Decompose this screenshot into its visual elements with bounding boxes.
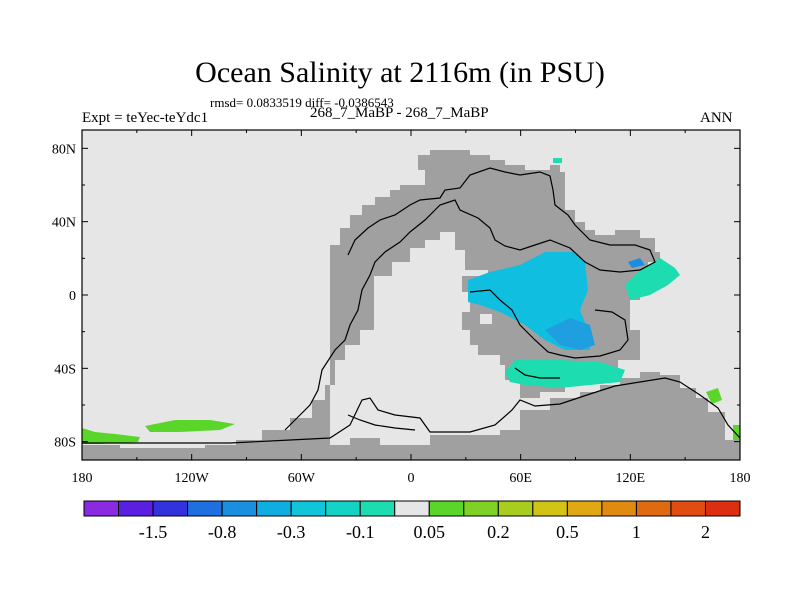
lat-tick-label: 0	[69, 289, 76, 304]
lon-tick-label: 120E	[616, 471, 646, 486]
colorbar-swatch	[152, 500, 189, 517]
colorbar-swatch	[187, 500, 223, 517]
season-label: ANN	[700, 110, 733, 126]
case-label: 268_7_MaBP - 268_7_MaBP	[310, 105, 489, 121]
colorbar-swatch	[290, 500, 327, 517]
colorbar-swatch	[256, 500, 292, 517]
plot-title: Ocean Salinity at 2116m (in PSU)	[195, 56, 605, 89]
anomaly-arctic-cyan	[553, 158, 562, 163]
coastlines	[82, 167, 741, 444]
lat-tick-label: 80S	[54, 436, 76, 451]
colorbar-label: -0.3	[277, 522, 306, 542]
colorbar-label: 0.2	[487, 522, 510, 542]
lon-tick-label: 0	[408, 471, 415, 486]
map-tick-labels: 180 120W 60W 0 60E 120E 180 80N 40N 0 40S 80S	[52, 142, 751, 486]
coast-americas	[284, 167, 656, 431]
lat-tick-label: 80N	[52, 142, 76, 157]
land-greenland	[430, 150, 480, 185]
salinity-anomalies	[82, 158, 740, 444]
colorbar-swatch	[428, 500, 465, 517]
colorbar	[83, 500, 741, 517]
anomaly-south-pacific-green	[145, 420, 235, 432]
colorbar-swatch	[325, 500, 361, 517]
anomaly-antarctic-green-far-east	[733, 425, 740, 440]
anomaly-pacific-blue	[628, 258, 645, 268]
lon-tick-label: 60E	[509, 471, 532, 486]
colorbar-label: -0.8	[208, 522, 237, 542]
colorbar-swatch	[601, 500, 637, 517]
lon-tick-label: 180	[72, 471, 93, 486]
land-mask	[82, 150, 740, 460]
colorbar-swatch	[359, 500, 396, 517]
land-australia	[700, 415, 712, 430]
coast-east-island	[514, 367, 560, 379]
lon-tick-label: 120W	[175, 471, 210, 486]
map-ticks	[81, 130, 741, 460]
coast-africa	[469, 289, 629, 359]
colorbar-swatch	[221, 500, 258, 517]
colorbar-labels: -1.5 -0.8 -0.3 -0.1 0.05 0.2 0.5 1 2	[139, 522, 710, 542]
colorbar-swatch	[497, 500, 534, 517]
land-americas	[82, 150, 660, 460]
lon-tick-label: 60W	[288, 471, 316, 486]
anomaly-southern-cyan	[505, 360, 625, 388]
stats-label: rmsd= 0.0833519 diff= -0.0386543	[210, 95, 394, 110]
colorbar-label: 0.05	[414, 522, 446, 542]
colorbar-label: 2	[701, 522, 710, 542]
colorbar-swatch	[635, 500, 672, 517]
colorbar-label: 0.5	[556, 522, 579, 542]
anomaly-antarctic-green-west	[82, 428, 140, 444]
colorbar-swatch	[118, 500, 154, 517]
colorbar-swatch	[394, 500, 430, 517]
lon-tick-label: 180	[730, 471, 751, 486]
colorbar-swatch	[670, 500, 706, 517]
colorbar-swatch	[532, 500, 568, 517]
anomaly-indian-white	[480, 314, 492, 324]
anomaly-antarctic-green-east	[706, 388, 722, 404]
lat-tick-label: 40S	[54, 362, 76, 377]
experiment-label: Expt = teYec-teYdc1	[82, 110, 209, 126]
colorbar-swatch	[704, 500, 741, 517]
colorbar-swatch	[463, 500, 499, 517]
coast-inner-west	[347, 414, 416, 431]
colorbar-swatch	[83, 500, 120, 517]
colorbar-label: -0.1	[346, 522, 375, 542]
land-antarctica	[82, 372, 740, 460]
anomaly-pacific-cyan	[625, 258, 680, 300]
colorbar-label: -1.5	[139, 522, 168, 542]
colorbar-swatch	[566, 500, 603, 517]
lat-tick-label: 40N	[52, 216, 76, 231]
coast-antarctica	[82, 377, 741, 444]
colorbar-label: 1	[632, 522, 641, 542]
anomaly-indian-strong-negative	[545, 318, 595, 350]
